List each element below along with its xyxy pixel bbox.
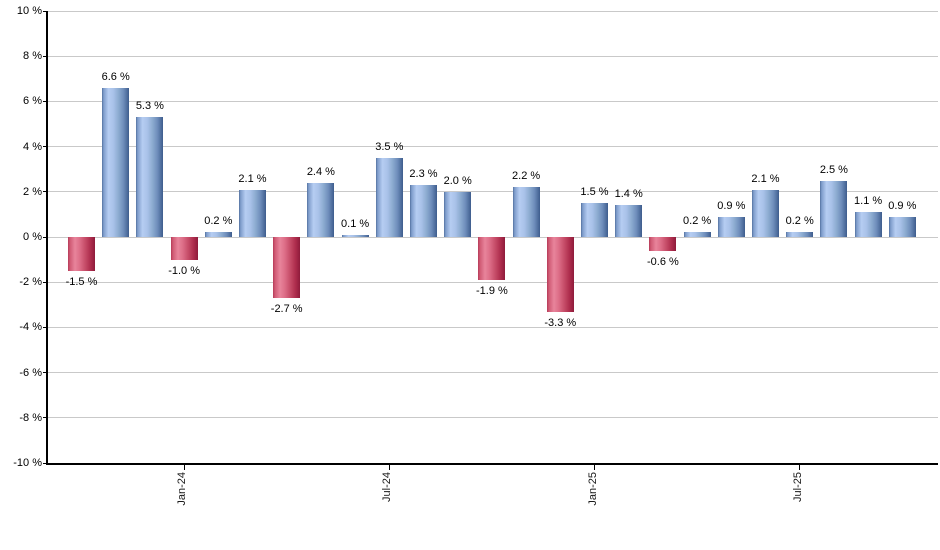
negative-bar — [170, 237, 198, 260]
y-axis-tick — [43, 372, 48, 374]
y-gridline — [48, 10, 938, 12]
bar-value-label: -1.9 % — [475, 284, 508, 297]
positive-bar — [683, 232, 711, 237]
bar-value-label: 2.1 % — [751, 172, 780, 185]
y-gridline — [48, 281, 938, 283]
y-axis-tick-label: 10 % — [16, 5, 42, 17]
x-axis-tick — [594, 465, 595, 470]
positive-bar — [752, 189, 779, 237]
positive-bar — [307, 182, 335, 237]
positive-bar — [717, 216, 745, 237]
negative-bar — [273, 237, 301, 299]
bar-value-label: 1.5 % — [580, 186, 609, 199]
y-gridline — [48, 417, 938, 419]
y-axis-tick — [43, 55, 48, 57]
y-axis-tick-label: 4 % — [23, 140, 42, 153]
y-axis-tick — [43, 462, 48, 464]
positive-bar — [375, 157, 403, 237]
y-axis-tick — [43, 417, 48, 419]
y-axis-tick — [43, 146, 48, 148]
positive-bar — [615, 205, 643, 237]
y-gridline — [48, 372, 938, 374]
positive-bar — [102, 87, 130, 237]
x-axis-tick-label: Jul-24 — [381, 472, 394, 502]
x-axis-tick — [388, 465, 390, 470]
bar-value-label: -0.6 % — [646, 255, 679, 268]
bar-value-label: 1.4 % — [614, 188, 643, 201]
bar-value-label: 0.9 % — [888, 199, 917, 212]
y-axis-tick — [43, 191, 48, 193]
positive-bar — [512, 187, 540, 237]
bar-value-label: 0.2 % — [204, 215, 233, 228]
positive-bar — [581, 203, 608, 237]
y-axis-tick — [43, 326, 48, 328]
bar-value-label: 5.3 % — [135, 100, 164, 113]
positive-bar — [239, 189, 266, 237]
positive-bar — [204, 232, 232, 237]
y-axis-tick — [43, 100, 48, 102]
y-axis-tick-label: -10 % — [13, 457, 42, 469]
positive-bar — [820, 180, 848, 237]
x-axis-tick-label: Jan-24 — [176, 472, 189, 506]
y-gridline — [48, 326, 938, 328]
bar-value-label: 0.9 % — [717, 199, 746, 212]
bar-value-label: 0.2 % — [683, 215, 712, 228]
x-axis-tick — [799, 465, 801, 470]
y-axis-tick-label: 6 % — [23, 95, 42, 108]
y-axis-tick-label: -2 % — [19, 276, 42, 289]
y-axis-tick-label: -8 % — [19, 411, 42, 424]
x-axis-tick-label: Jan-25 — [586, 472, 599, 506]
bar-value-label: -1.5 % — [65, 275, 98, 288]
y-axis-tick-label: 0 % — [23, 231, 42, 243]
y-axis-tick-label: 2 % — [23, 185, 42, 198]
bar-value-label: 2.4 % — [306, 165, 335, 178]
bar-value-label: 1.1 % — [854, 195, 883, 208]
bar-value-label: 6.6 % — [101, 70, 130, 83]
bar-value-label: 2.3 % — [409, 168, 438, 181]
positive-bar — [444, 191, 472, 237]
bar-value-label: 2.5 % — [819, 163, 848, 176]
positive-bar — [410, 185, 437, 237]
y-axis-tick-label: -6 % — [19, 366, 42, 379]
bar-value-label: 0.2 % — [785, 215, 814, 228]
negative-bar — [478, 237, 506, 280]
y-gridline — [48, 55, 938, 57]
bar-value-label: 0.1 % — [341, 217, 370, 230]
bar-value-label: -1.0 % — [168, 264, 200, 277]
y-gridline — [48, 146, 938, 148]
y-gridline — [48, 100, 938, 102]
positive-bar — [136, 117, 164, 237]
bar-value-label: 2.2 % — [512, 170, 541, 183]
y-gridline — [48, 191, 938, 193]
y-axis-tick-label: -4 % — [19, 321, 42, 334]
positive-bar — [786, 232, 814, 237]
bar-value-label: 2.0 % — [443, 174, 472, 187]
positive-bar — [341, 234, 369, 237]
bar-value-label: 3.5 % — [375, 140, 404, 153]
positive-bar — [854, 212, 882, 237]
y-axis-line — [46, 11, 48, 465]
x-axis-tick — [183, 465, 185, 470]
positive-bar — [888, 216, 916, 237]
bar-value-label: -2.7 % — [270, 303, 303, 316]
bar-value-label: 2.1 % — [238, 172, 267, 185]
negative-bar — [546, 237, 574, 312]
y-axis-tick-label: 8 % — [23, 50, 42, 63]
bar-value-label: -3.3 % — [544, 316, 577, 329]
negative-bar — [649, 237, 677, 251]
y-axis-tick — [43, 236, 48, 238]
y-axis-tick — [43, 10, 48, 12]
negative-bar — [68, 237, 95, 271]
x-axis-line — [46, 463, 938, 465]
x-axis-tick-label: Jul-25 — [791, 472, 804, 502]
y-axis-tick — [43, 281, 48, 283]
